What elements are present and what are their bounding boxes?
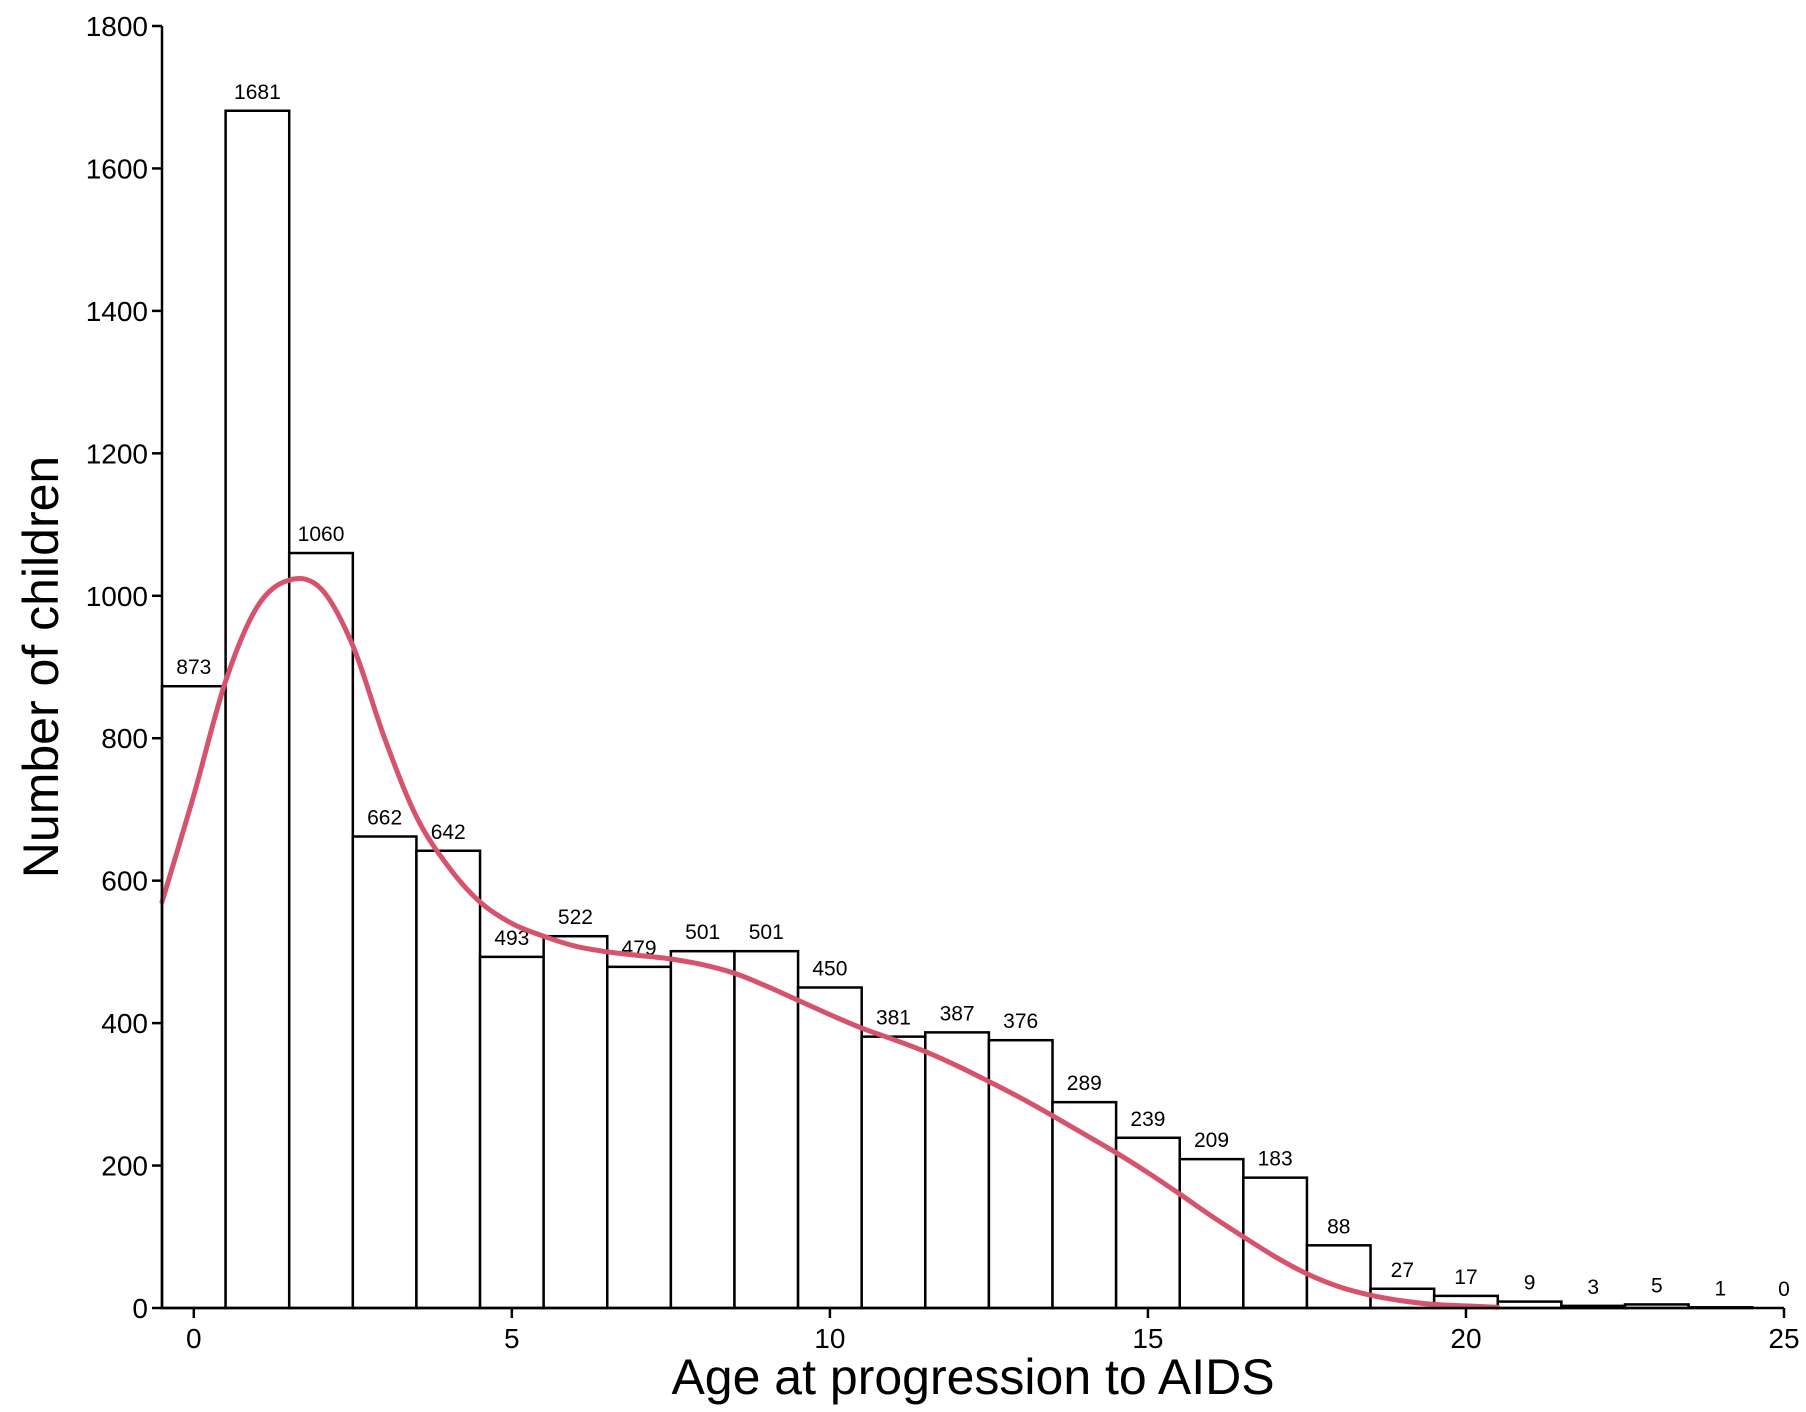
bar-value-label: 376 — [1003, 1010, 1038, 1033]
bar-value-label: 209 — [1194, 1129, 1229, 1152]
bar — [415, 849, 482, 1310]
bar — [987, 1038, 1054, 1310]
bar-value-label: 522 — [558, 906, 593, 929]
x-tick-label: 20 — [1450, 1323, 1481, 1354]
bar — [542, 934, 609, 1310]
bar — [860, 1035, 927, 1310]
bar — [924, 1031, 991, 1310]
bar-value-label: 27 — [1391, 1259, 1414, 1282]
bar-value-label: 662 — [367, 807, 402, 830]
y-tick-label: 200 — [101, 1151, 148, 1182]
bar — [733, 949, 800, 1310]
y-tick-label: 800 — [101, 723, 148, 754]
bar-value-label: 0 — [1778, 1278, 1790, 1301]
bar — [287, 551, 355, 1310]
bar-value-label: 289 — [1067, 1072, 1102, 1095]
y-tick-label: 1400 — [86, 296, 148, 327]
bar-value-label: 183 — [1258, 1148, 1293, 1171]
y-tick-label: 600 — [101, 866, 148, 897]
x-tick-label: 15 — [1132, 1323, 1163, 1354]
density-curve — [159, 576, 1501, 1310]
bars-group — [160, 109, 1754, 1310]
bar — [1114, 1136, 1181, 1310]
bar-value-label: 1681 — [234, 81, 281, 104]
y-tick-label: 0 — [132, 1293, 148, 1324]
bar-value-label: 1060 — [298, 523, 345, 546]
bar-value-label: 5 — [1651, 1274, 1663, 1297]
bar — [796, 986, 863, 1310]
bar — [224, 109, 291, 1310]
bar-value-label: 9 — [1524, 1272, 1536, 1295]
bar-value-label: 642 — [431, 821, 466, 844]
x-tick-label: 5 — [504, 1323, 520, 1354]
bar-value-label: 3 — [1587, 1276, 1599, 1299]
bar-value-label: 450 — [812, 958, 847, 981]
bar-value-label: 501 — [685, 921, 720, 944]
bar-value-label: 17 — [1454, 1266, 1477, 1289]
bar — [351, 835, 418, 1310]
bar-value-label: 239 — [1130, 1108, 1165, 1131]
y-axis-title: Number of children — [13, 456, 69, 878]
bar-value-label: 493 — [494, 927, 529, 950]
bar — [1178, 1157, 1245, 1310]
x-axis-title: Age at progression to AIDS — [671, 1349, 1274, 1405]
y-tick-label: 1000 — [86, 581, 148, 612]
bar — [160, 684, 227, 1310]
bar — [478, 955, 545, 1310]
x-tick-label: 0 — [186, 1323, 202, 1354]
bar — [606, 965, 673, 1310]
y-axis-ticks: 0 200 400 600 800 1000 1200 1400 1600 1800 — [86, 11, 162, 1324]
bar-value-label: 387 — [940, 1002, 975, 1025]
bar-value-label: 501 — [749, 921, 784, 944]
bar — [669, 949, 736, 1310]
bar-value-label: 381 — [876, 1007, 911, 1030]
bar-value-label: 1 — [1715, 1277, 1727, 1300]
x-tick-label: 25 — [1768, 1323, 1799, 1354]
y-tick-label: 1200 — [86, 438, 148, 469]
x-tick-label: 10 — [814, 1323, 845, 1354]
y-tick-label: 1800 — [86, 11, 148, 42]
x-axis-ticks: 0 5 10 15 20 25 — [186, 1308, 1800, 1354]
bar-value-label: 88 — [1327, 1215, 1350, 1238]
bar-value-label: 873 — [176, 656, 211, 679]
y-tick-label: 1600 — [86, 153, 148, 184]
y-tick-label: 400 — [101, 1008, 148, 1039]
